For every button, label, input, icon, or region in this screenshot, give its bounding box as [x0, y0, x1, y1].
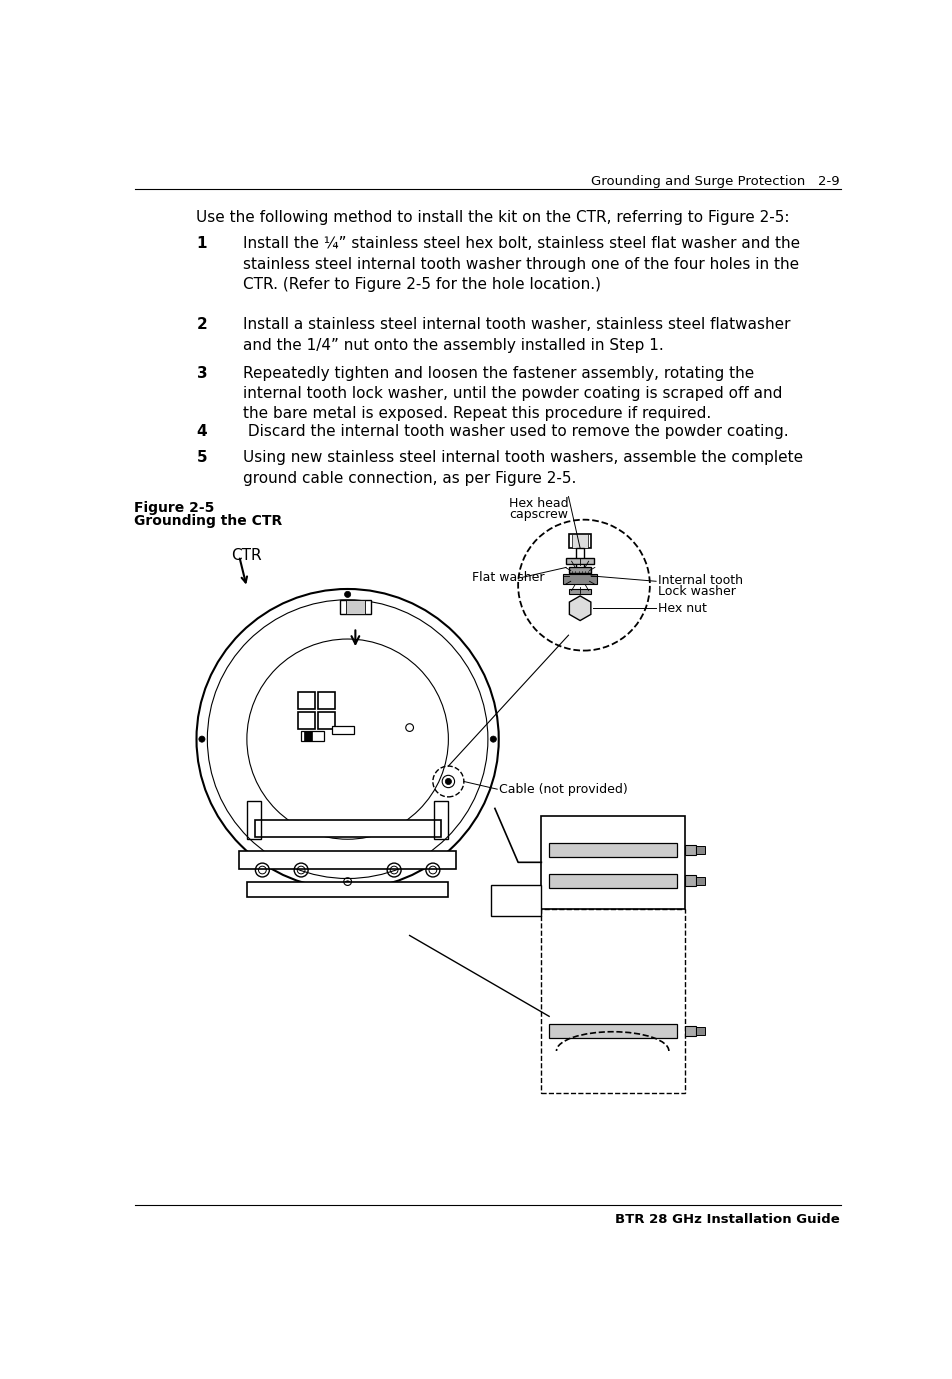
Bar — [563, 574, 597, 583]
Text: Hex nut: Hex nut — [658, 601, 706, 615]
Bar — [542, 909, 684, 1094]
Text: BTR 28 GHz Installation Guide: BTR 28 GHz Installation Guide — [615, 1212, 840, 1226]
Text: Hex head: Hex head — [509, 496, 568, 510]
Bar — [549, 1025, 677, 1038]
Bar — [572, 534, 588, 549]
Circle shape — [446, 778, 451, 785]
Text: 4: 4 — [196, 425, 208, 439]
Text: Flat washer: Flat washer — [471, 571, 545, 583]
Text: 3: 3 — [196, 365, 208, 381]
Bar — [566, 558, 594, 564]
Bar — [318, 712, 335, 729]
Text: 2: 2 — [196, 317, 208, 332]
Bar — [340, 600, 371, 614]
Bar — [696, 877, 704, 885]
Text: Repeatedly tighten and loosen the fastener assembly, rotating the
internal tooth: Repeatedly tighten and loosen the fasten… — [243, 365, 783, 422]
Bar — [247, 801, 261, 840]
Bar — [696, 1027, 704, 1034]
Bar — [332, 725, 354, 734]
Bar — [684, 844, 696, 855]
Bar — [347, 600, 365, 614]
Text: Discard the internal tooth washer used to remove the powder coating.: Discard the internal tooth washer used t… — [243, 425, 788, 439]
Text: CTR: CTR — [231, 549, 262, 563]
Bar — [549, 843, 677, 856]
Bar — [549, 874, 677, 888]
Bar — [301, 731, 325, 742]
Text: Using new stainless steel internal tooth washers, assemble the complete
ground c: Using new stainless steel internal tooth… — [243, 451, 803, 485]
Text: Grounding and Surge Protection   2-9: Grounding and Surge Protection 2-9 — [591, 175, 840, 188]
Circle shape — [490, 736, 496, 742]
Bar — [684, 876, 696, 887]
Text: Lock washer: Lock washer — [658, 585, 736, 598]
Polygon shape — [569, 596, 591, 621]
Text: 1: 1 — [196, 236, 207, 251]
Text: Install the ¼” stainless steel hex bolt, stainless steel flat washer and the
sta: Install the ¼” stainless steel hex bolt,… — [243, 236, 800, 292]
Bar — [434, 801, 448, 840]
Bar — [569, 567, 591, 572]
Bar — [254, 821, 441, 837]
Bar — [247, 881, 448, 896]
Bar — [318, 692, 335, 709]
Text: Install a stainless steel internal tooth washer, stainless steel flatwasher
and : Install a stainless steel internal tooth… — [243, 317, 790, 353]
Bar — [569, 534, 591, 549]
Bar — [569, 589, 591, 594]
Text: capscrew: capscrew — [509, 507, 568, 521]
Bar — [491, 885, 542, 916]
Circle shape — [345, 592, 350, 597]
Circle shape — [199, 736, 205, 742]
Text: Cable (not provided): Cable (not provided) — [499, 783, 627, 796]
Bar — [684, 1026, 696, 1037]
Bar — [696, 847, 704, 854]
Text: Grounding the CTR: Grounding the CTR — [134, 514, 283, 528]
Text: 5: 5 — [196, 451, 208, 465]
Bar — [576, 549, 584, 582]
Text: Internal tooth: Internal tooth — [658, 574, 743, 586]
Bar — [298, 692, 315, 709]
Bar — [542, 816, 684, 909]
Text: Use the following method to install the kit on the CTR, referring to Figure 2-5:: Use the following method to install the … — [196, 210, 790, 225]
Bar — [305, 731, 312, 742]
Text: Figure 2-5: Figure 2-5 — [134, 501, 215, 516]
Bar — [298, 712, 315, 729]
Circle shape — [345, 881, 350, 887]
Bar — [239, 851, 456, 869]
